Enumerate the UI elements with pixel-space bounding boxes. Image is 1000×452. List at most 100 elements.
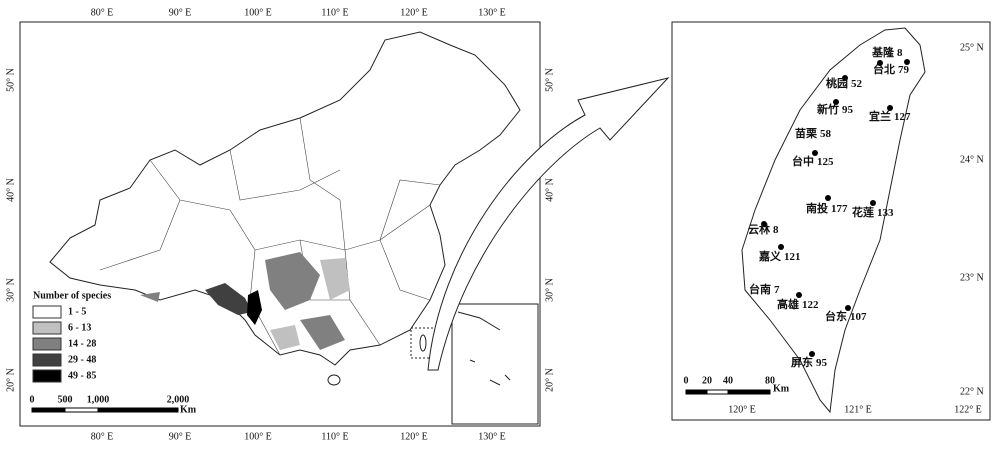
site-dot — [833, 99, 839, 105]
lon-label: 120° E — [400, 431, 428, 442]
taiwan-highlight — [410, 327, 436, 359]
scale-bar-segment — [685, 389, 708, 395]
site-name: 基隆 — [871, 45, 895, 59]
site-count: 133 — [877, 207, 894, 219]
site-name: 台南 — [749, 282, 771, 296]
site-count: 95 — [842, 104, 854, 116]
site-count: 52 — [851, 78, 863, 90]
site-dot — [778, 244, 784, 250]
scale-label: 2,000 — [167, 394, 190, 405]
lon-label: 100° E — [244, 7, 272, 18]
site-name: 台东 — [825, 309, 847, 323]
site-count: 121 — [784, 251, 801, 263]
site-count: 127 — [894, 111, 911, 123]
legend-label: 49 - 85 — [68, 370, 96, 381]
site-name: 南投 — [806, 201, 828, 215]
site-dot — [761, 221, 767, 227]
legend-swatch — [32, 337, 62, 351]
lon-label: 120° E — [728, 404, 756, 415]
site-label: 嘉义 121 — [758, 249, 801, 263]
legend-swatch — [32, 353, 62, 367]
legend-label: 1 - 5 — [68, 306, 86, 317]
site-count: 8 — [773, 224, 779, 236]
scale-bar-segment — [31, 407, 66, 413]
legend-label: 6 - 13 — [68, 322, 91, 333]
legend-label: 29 - 48 — [68, 354, 96, 365]
site-count: 8 — [897, 47, 903, 59]
inset-coast — [457, 311, 511, 386]
legend-title: Number of species — [33, 290, 111, 301]
site-count: 125 — [817, 156, 834, 168]
site-label: 桃园 52 — [826, 76, 863, 90]
taiwan-outline — [741, 27, 926, 414]
hainan — [327, 374, 341, 386]
lat-label: 20° N — [544, 368, 555, 392]
species-shading-mid — [140, 252, 345, 350]
site-dot — [809, 351, 815, 357]
scale-unit: Km — [180, 404, 197, 415]
site-name: 台北 — [873, 62, 895, 76]
site-name: 屏东 — [791, 355, 813, 369]
legend-swatch — [32, 305, 62, 319]
species-shading-black — [247, 290, 262, 325]
species-shading-light — [270, 258, 350, 350]
site-dot — [887, 105, 893, 111]
lon-label: 100° E — [244, 431, 272, 442]
site-name: 新竹 — [817, 102, 839, 116]
taiwan-small — [419, 334, 427, 352]
zoom-arrow — [427, 77, 670, 371]
scale-label: 0 — [684, 375, 689, 386]
scale-label: 1,000 — [87, 394, 110, 405]
site-label: 台南 7 — [749, 282, 780, 296]
site-name: 桃园 — [826, 76, 848, 90]
lat-label: 30° N — [5, 278, 16, 302]
lon-label: 90° E — [169, 431, 192, 442]
lon-label: 130° E — [478, 7, 506, 18]
lon-label: 80° E — [91, 431, 114, 442]
site-dot — [845, 305, 851, 311]
lat-label: 20° N — [5, 368, 16, 392]
site-name: 嘉义 — [758, 249, 782, 263]
site-dot — [870, 200, 876, 206]
lat-label: 40° N — [544, 178, 555, 202]
site-label: 基隆 8 — [871, 45, 903, 59]
species-shading-dark — [205, 283, 252, 315]
site-label: 花莲 133 — [852, 205, 894, 219]
site-dot — [877, 60, 883, 66]
site-label: 台北 79 — [873, 62, 910, 76]
scale-bar-segment — [706, 389, 729, 395]
lat-label: 50° N — [544, 68, 555, 92]
site-dot — [796, 292, 802, 298]
site-label: 新竹 95 — [817, 102, 854, 116]
scale-bar-segment — [727, 389, 771, 395]
legend-label: 14 - 28 — [68, 338, 96, 349]
site-label: 台东 107 — [825, 309, 867, 323]
site-count: 107 — [850, 311, 867, 323]
scale-label: 80 — [765, 375, 775, 386]
legend-swatch — [32, 369, 62, 383]
lon-label: 80° E — [91, 7, 114, 18]
site-count: 7 — [774, 284, 780, 296]
site-name: 宜兰 — [869, 109, 891, 123]
lat-label: 22° N — [960, 386, 984, 397]
site-count: 95 — [816, 357, 828, 369]
scale-label: 20 — [702, 375, 712, 386]
scale-bar-segment — [64, 407, 99, 413]
scale-label: 40 — [723, 375, 733, 386]
lat-label: 50° N — [5, 68, 16, 92]
site-name: 花莲 — [852, 205, 874, 219]
lon-label: 110° E — [321, 431, 348, 442]
lon-label: 90° E — [169, 7, 192, 18]
lon-label: 130° E — [478, 431, 506, 442]
legend-swatch — [32, 321, 62, 335]
site-label: 台中 125 — [792, 154, 834, 168]
site-label: 屏东 95 — [791, 355, 828, 369]
lat-label: 23° N — [960, 272, 984, 283]
scale-label: 500 — [58, 394, 73, 405]
site-name: 台中 — [792, 154, 814, 168]
site-count: 122 — [802, 299, 819, 311]
scale-label: 0 — [30, 394, 35, 405]
site-name: 云林 — [748, 222, 770, 236]
site-label: 苗栗 58 — [795, 126, 832, 140]
